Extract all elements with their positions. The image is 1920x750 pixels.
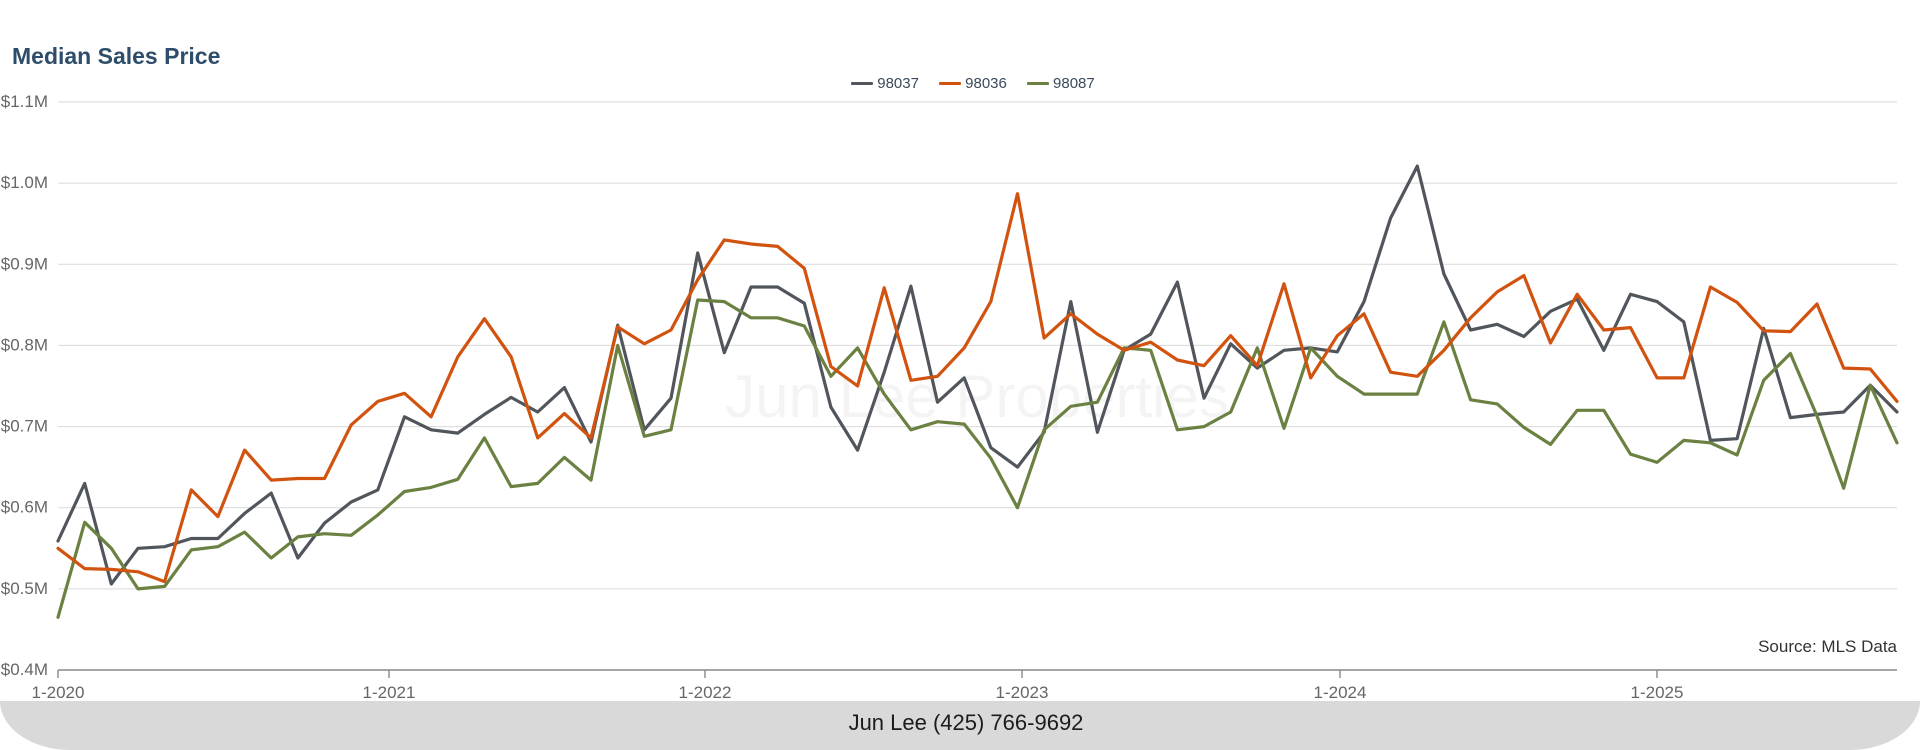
svg-text:1-2021: 1-2021: [363, 683, 416, 702]
svg-text:1-2025: 1-2025: [1631, 683, 1684, 702]
svg-text:1-2024: 1-2024: [1314, 683, 1367, 702]
svg-text:1-2020: 1-2020: [32, 683, 85, 702]
svg-text:1-2023: 1-2023: [996, 683, 1049, 702]
svg-text:$0.6M: $0.6M: [1, 498, 48, 517]
svg-text:$0.5M: $0.5M: [1, 579, 48, 598]
svg-text:$0.9M: $0.9M: [1, 254, 48, 273]
svg-text:$0.4M: $0.4M: [1, 660, 48, 679]
svg-text:$1.0M: $1.0M: [1, 173, 48, 192]
svg-text:Source: MLS Data: Source: MLS Data: [1758, 637, 1897, 656]
svg-text:$0.8M: $0.8M: [1, 335, 48, 354]
svg-text:$0.7M: $0.7M: [1, 417, 48, 436]
svg-text:1-2022: 1-2022: [679, 683, 732, 702]
svg-text:$1.1M: $1.1M: [1, 92, 48, 111]
